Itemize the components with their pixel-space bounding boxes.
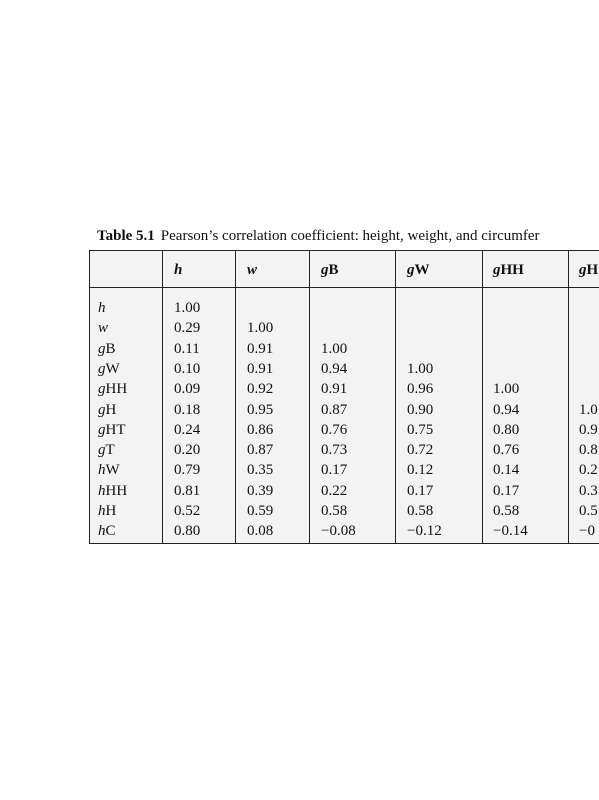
row-label: hHH bbox=[98, 482, 128, 499]
header-rule bbox=[90, 287, 599, 288]
table-cell: 0.2 bbox=[579, 462, 598, 479]
table-cell: 0.79 bbox=[174, 462, 201, 479]
row-label: w bbox=[98, 320, 109, 337]
row-label: hH bbox=[98, 503, 117, 519]
column-rule bbox=[482, 251, 483, 543]
table-cell: 0.08 bbox=[247, 523, 274, 540]
table-cell: 0.59 bbox=[247, 503, 274, 519]
table-cell: −0.12 bbox=[407, 523, 442, 540]
table-cell: 0.80 bbox=[174, 523, 201, 540]
table-cell: 0.22 bbox=[321, 482, 348, 499]
column-rule bbox=[309, 251, 310, 543]
table-cell: 1.00 bbox=[247, 320, 274, 337]
table-cell: 0.52 bbox=[174, 503, 201, 519]
table-cell: 1.00 bbox=[174, 300, 201, 316]
table-cell: 0.5 bbox=[579, 503, 598, 519]
table-cell: 0.75 bbox=[407, 421, 434, 438]
row-label: gW bbox=[98, 360, 120, 377]
table-cell: 1.0 bbox=[579, 401, 598, 418]
table-cell: 1.00 bbox=[407, 360, 434, 377]
table-cell: 0.10 bbox=[174, 360, 201, 377]
column-header: h bbox=[174, 262, 183, 278]
column-header: gHH bbox=[493, 262, 524, 278]
table-cell: 0.09 bbox=[174, 381, 201, 398]
table-cell: 0.91 bbox=[321, 381, 348, 398]
table-cell: 0.94 bbox=[493, 401, 520, 418]
table-cell: 0.8 bbox=[579, 442, 598, 459]
column-rule bbox=[395, 251, 396, 543]
row-label: gT bbox=[98, 442, 115, 459]
table-cell: 0.17 bbox=[493, 482, 520, 499]
table-cell: 0.91 bbox=[247, 360, 274, 377]
table-cell: 0.90 bbox=[407, 401, 434, 418]
table-cell: 0.11 bbox=[174, 340, 200, 357]
table-cell: 0.73 bbox=[321, 442, 348, 459]
table-cell: 0.76 bbox=[321, 421, 348, 438]
table-cell: 0.58 bbox=[493, 503, 520, 519]
table-cell: 0.87 bbox=[247, 442, 274, 459]
table-cell: 0.87 bbox=[321, 401, 348, 418]
caption-text: Pearson’s correlation coefficient: heigh… bbox=[160, 228, 540, 244]
column-header: w bbox=[247, 262, 258, 278]
table-cell: 0.76 bbox=[493, 442, 520, 459]
row-label: gHT bbox=[98, 421, 126, 438]
column-rule bbox=[568, 251, 569, 543]
table-cell: 0.58 bbox=[407, 503, 434, 519]
row-label: hC bbox=[98, 523, 116, 540]
table-cell: 0.29 bbox=[174, 320, 201, 337]
column-header: gW bbox=[407, 262, 430, 278]
row-label: gB bbox=[98, 340, 116, 357]
table-cell: 0.94 bbox=[321, 360, 348, 377]
table-cell: 0.35 bbox=[247, 462, 274, 479]
column-rule bbox=[162, 251, 163, 543]
table-cell: 1.00 bbox=[321, 340, 348, 357]
table-cell: 0.80 bbox=[493, 421, 520, 438]
table-cell: −0.14 bbox=[493, 523, 528, 540]
table-cell: 0.17 bbox=[407, 482, 434, 499]
caption-label: Table 5.1 bbox=[97, 228, 155, 244]
table-cell: 0.95 bbox=[247, 401, 274, 418]
table-cell: −0 bbox=[579, 523, 595, 540]
table-cell: 0.9 bbox=[579, 421, 598, 438]
column-rule bbox=[235, 251, 236, 543]
row-label: h bbox=[98, 300, 106, 316]
table-cell: 0.12 bbox=[407, 462, 434, 479]
row-label: gHH bbox=[98, 381, 128, 398]
table-cell: 0.17 bbox=[321, 462, 348, 479]
table-cell: 0.24 bbox=[174, 421, 201, 438]
column-header: gH bbox=[579, 262, 599, 278]
table-cell: 0.86 bbox=[247, 421, 274, 438]
table: h w gB gW gHH gH h 1.00 w 0.29 1.00 gB 0.11 0.91 1.00 g… bbox=[89, 250, 599, 544]
table-caption: Table 5.1 Pearson’s correlation coefficie… bbox=[97, 228, 540, 245]
table-cell: 0.72 bbox=[407, 442, 434, 459]
table-cell: −0.08 bbox=[321, 523, 356, 540]
table-cell: 0.58 bbox=[321, 503, 348, 519]
table-cell: 0.18 bbox=[174, 401, 201, 418]
row-label: hW bbox=[98, 462, 120, 479]
table-cell: 0.91 bbox=[247, 340, 274, 357]
table-cell: 0.3 bbox=[579, 482, 598, 499]
table-cell: 0.92 bbox=[247, 381, 274, 398]
table-cell: 0.14 bbox=[493, 462, 520, 479]
column-header: gB bbox=[321, 262, 339, 278]
row-label: gH bbox=[98, 401, 117, 418]
table-cell: 0.96 bbox=[407, 381, 434, 398]
table-cell: 0.39 bbox=[247, 482, 274, 499]
table-cell: 0.81 bbox=[174, 482, 201, 499]
table-cell: 1.00 bbox=[493, 381, 520, 398]
table-cell: 0.20 bbox=[174, 442, 201, 459]
